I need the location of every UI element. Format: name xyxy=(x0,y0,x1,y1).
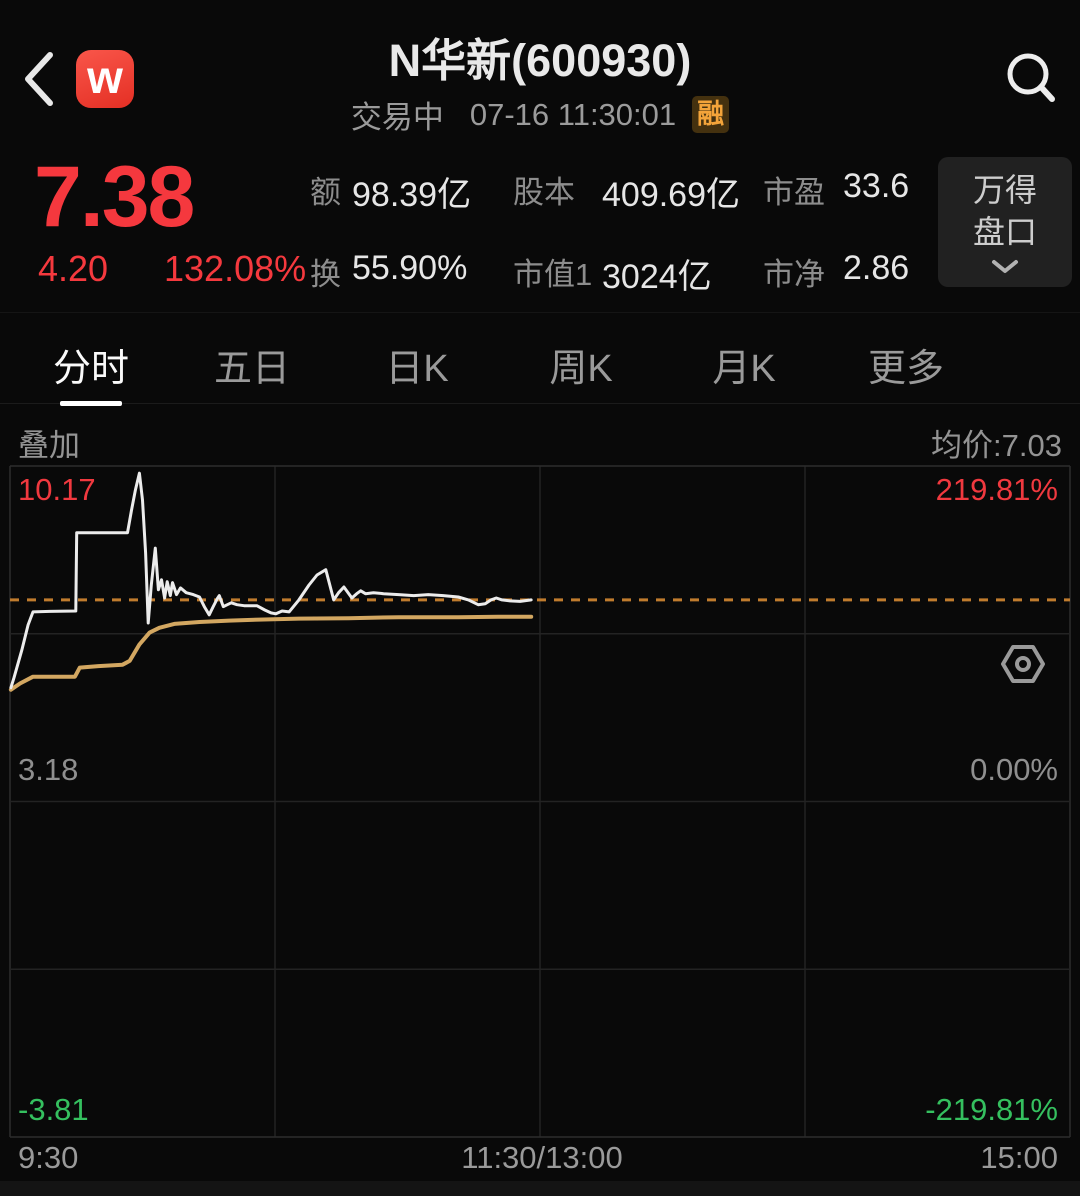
x-tick-midday: 11:30/13:00 xyxy=(461,1140,623,1175)
bottom-divider xyxy=(0,1181,1080,1196)
stat-label-turnover-rate: 换 xyxy=(310,257,341,292)
price-change: 4.20 xyxy=(38,248,109,289)
panel-button-line1: 万得 xyxy=(972,172,1037,208)
margin-trading-badge: 融 xyxy=(692,96,730,133)
wind-logo: w xyxy=(76,50,134,108)
tab-monthly-k[interactable]: 月K xyxy=(712,348,776,390)
x-tick-close: 15:00 xyxy=(980,1140,1058,1175)
stat-label-share-capital: 股本 xyxy=(513,175,575,210)
chart-base-price-label: 3.18 xyxy=(18,752,79,787)
chart-settings-icon[interactable] xyxy=(1000,643,1046,685)
chevron-down-icon xyxy=(992,260,1018,273)
panel-button-line2: 盘口 xyxy=(972,214,1037,250)
last-price: 7.38 xyxy=(34,149,195,245)
overlay-button[interactable]: 叠加 xyxy=(18,428,80,463)
tab-daily-k[interactable]: 日K xyxy=(385,348,449,390)
tab-more[interactable]: 更多 xyxy=(867,348,945,390)
chart-min-pct-label: -219.81% xyxy=(925,1092,1058,1127)
price-change-percent: 132.08% xyxy=(164,248,307,289)
tab-intraday[interactable]: 分时 xyxy=(53,337,129,406)
quote-status-row: 交易中 07-16 11:30:01 融 xyxy=(0,92,1080,137)
chart-zero-pct-label: 0.00% xyxy=(970,752,1058,787)
search-icon[interactable] xyxy=(1000,46,1064,110)
stat-value-market-cap: 3024亿 xyxy=(602,258,712,296)
stat-label-pe-ratio: 市盈 xyxy=(763,175,825,210)
stat-value-share-capital: 409.69亿 xyxy=(602,176,740,214)
active-tab-underline xyxy=(59,401,122,406)
wind-order-book-button[interactable]: 万得 盘口 xyxy=(938,157,1072,287)
trading-status: 交易中 xyxy=(350,100,444,135)
stat-value-turnover-rate: 55.90% xyxy=(352,249,468,287)
chart-max-pct-label: 219.81% xyxy=(935,472,1058,507)
stat-value-pe-ratio: 33.6 xyxy=(843,167,910,205)
stat-label-turnover-amount: 额 xyxy=(310,175,341,210)
tab-weekly-k[interactable]: 周K xyxy=(549,348,613,390)
chart-canvas[interactable] xyxy=(0,460,1080,1196)
chart-min-price-label: -3.81 xyxy=(18,1092,89,1127)
tab-five-day[interactable]: 五日 xyxy=(213,348,291,390)
quote-datetime: 07-16 11:30:01 xyxy=(469,96,677,132)
intraday-chart[interactable]: 10.17 219.81% 3.18 0.00% -3.81 -219.81% … xyxy=(0,460,1080,1196)
back-icon[interactable] xyxy=(20,48,60,110)
page-title: N华新(600930) xyxy=(388,35,692,86)
stat-label-market-cap: 市值1 xyxy=(513,257,593,292)
chart-period-tabbar: 分时 五日 日K 周K 月K 更多 xyxy=(0,312,1080,683)
stat-label-pb-ratio: 市净 xyxy=(763,257,825,292)
stat-value-pb-ratio: 2.86 xyxy=(843,249,910,287)
stat-value-turnover-amount: 98.39亿 xyxy=(352,176,472,214)
x-tick-open: 9:30 xyxy=(18,1140,79,1175)
chart-max-price-label: 10.17 xyxy=(18,472,96,507)
average-price-label: 均价:7.03 xyxy=(931,428,1062,463)
